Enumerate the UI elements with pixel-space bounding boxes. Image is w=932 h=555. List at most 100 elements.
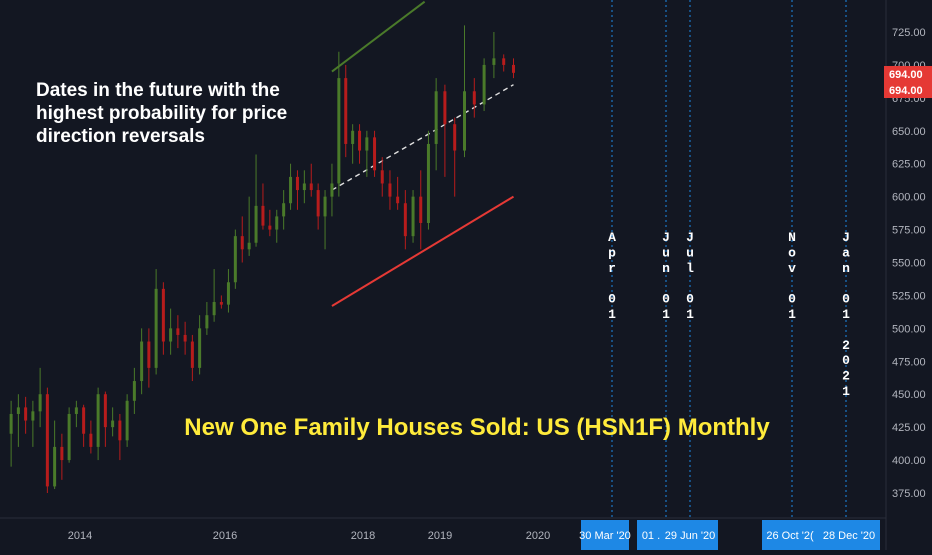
date-marker-letter: p [608, 245, 616, 260]
candle-body [351, 130, 355, 144]
candles [9, 25, 515, 493]
candle-body [268, 225, 272, 230]
date-marker-letter: J [842, 230, 850, 245]
resistance-trend-line [331, 0, 426, 73]
y-tick-label: 725.00 [892, 27, 926, 39]
annotation-text: Dates in the future with the highest prob… [36, 80, 287, 147]
candle-body [233, 236, 237, 283]
x-tick-label: 2018 [351, 530, 375, 542]
date-marker-letter: n [662, 261, 670, 276]
date-marker-letter: u [686, 245, 694, 260]
y-tick-label: 500.00 [892, 323, 926, 335]
x-axis[interactable]: 2014 2016 2018 2019 2020 [0, 517, 886, 542]
candle-body [275, 216, 279, 230]
candle-body [96, 394, 100, 447]
date-marker-letter: A [608, 230, 616, 245]
date-badge-label: 26 Oct '2( [766, 530, 814, 542]
date-marker-letter: 0 [842, 353, 850, 368]
candle-body [411, 196, 415, 237]
candle-body [282, 203, 286, 217]
y-tick-label: 475.00 [892, 356, 926, 368]
date-badge[interactable] [818, 520, 880, 550]
annotation-line: direction reversals [36, 126, 205, 147]
candle-body [205, 315, 209, 329]
date-badge[interactable] [581, 520, 629, 550]
candle-body [24, 407, 28, 421]
x-tick-label: 2020 [526, 530, 550, 542]
candle-body [337, 78, 341, 184]
y-tick-label: 400.00 [892, 455, 926, 467]
y-tick-label: 600.00 [892, 192, 926, 204]
candle-body [118, 420, 122, 441]
date-marker-letter: N [788, 230, 796, 245]
y-axis[interactable]: 375.00 400.00 425.00 450.00 475.00 500.00 525.… [884, 0, 932, 550]
candle-body [89, 433, 93, 447]
price-badge-label: 694.00 [889, 69, 923, 81]
date-marker-letter: J [662, 230, 670, 245]
date-marker-letter: l [686, 261, 694, 276]
candle-body [82, 407, 86, 434]
date-marker-letter: 0 [686, 292, 694, 307]
y-tick-label: 575.00 [892, 225, 926, 237]
candle-body [482, 64, 486, 105]
date-marker-letter: 1 [788, 307, 796, 322]
candle-body [512, 64, 515, 73]
y-tick-label: 625.00 [892, 159, 926, 171]
candle-body [472, 91, 476, 105]
candle-body [426, 143, 430, 223]
support-trend-line [331, 195, 515, 307]
date-marker-letter: 0 [608, 292, 616, 307]
date-marker-letter: 0 [788, 292, 796, 307]
date-marker-letter: 2 [842, 369, 850, 384]
date-badge-label: 30 Mar '20 [579, 530, 631, 542]
date-badge[interactable] [637, 520, 665, 550]
x-tick-label: 2016 [213, 530, 237, 542]
candle-body [344, 78, 348, 144]
date-badge-label: 28 Dec '20 [823, 530, 875, 542]
candle-body [140, 341, 144, 382]
candle-body [53, 446, 57, 487]
candle-body [147, 341, 151, 368]
candle-body [212, 302, 216, 316]
candle-body [45, 394, 49, 487]
annotation-line: Dates in the future with the [36, 80, 280, 101]
x-tick-label: 2014 [68, 530, 92, 542]
date-marker-letter: v [788, 261, 796, 276]
y-tick-label: 550.00 [892, 258, 926, 270]
candle-body [183, 334, 187, 342]
date-badge[interactable] [762, 520, 818, 550]
candle-body [492, 58, 496, 65]
candle-body [60, 446, 64, 461]
candle-body [434, 91, 438, 144]
price-badge [884, 66, 932, 82]
candle-body [316, 190, 320, 217]
candle-body [443, 91, 447, 125]
candle-body [380, 170, 384, 184]
candle-body [125, 400, 129, 441]
date-marker-letter: a [842, 245, 850, 260]
candle-body [226, 282, 230, 305]
candle-body [388, 183, 392, 197]
candle-body [67, 413, 71, 461]
candle-body [309, 183, 313, 191]
date-badge[interactable] [662, 520, 718, 550]
price-badge-label: 694.00 [889, 85, 923, 97]
date-marker-letter: r [608, 261, 616, 276]
date-marker-letter: 2 [842, 338, 850, 353]
y-tick-label: 650.00 [892, 126, 926, 138]
candle-body [358, 130, 362, 151]
candle-body [219, 302, 223, 305]
y-tick-label: 525.00 [892, 290, 926, 302]
date-marker-letter: 1 [662, 307, 670, 322]
candle-body [502, 58, 506, 65]
date-marker-letter: 1 [686, 307, 694, 322]
candle-body [31, 411, 35, 421]
candle-body [9, 413, 13, 434]
candle-body [240, 236, 244, 250]
chart-title: New One Family Houses Sold: US (HSN1F) M… [184, 414, 770, 441]
date-marker-letter: 0 [662, 292, 670, 307]
date-marker-letter: n [842, 261, 850, 276]
candle-body [396, 196, 400, 204]
